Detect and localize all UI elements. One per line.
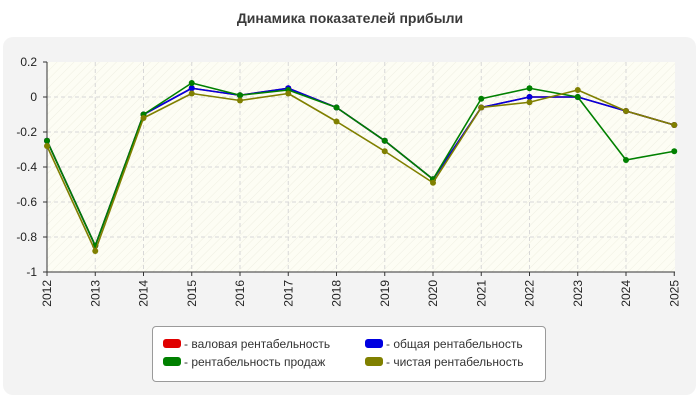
x-tick-label: 2019	[378, 280, 392, 307]
axes	[43, 61, 675, 276]
data-point-s1-3	[188, 85, 195, 92]
y-tick-label: 0	[30, 90, 37, 104]
x-tick-label: 2022	[523, 280, 537, 307]
data-point-s2-7	[381, 137, 388, 144]
y-tick-label: -0.8	[16, 230, 37, 244]
data-point-s3-11	[574, 87, 581, 93]
series-group	[44, 80, 678, 254]
data-point-s3-0	[44, 143, 50, 149]
y-tick-label: -1	[26, 265, 37, 279]
x-tick-label: 2024	[619, 280, 633, 307]
data-point-s3-7	[381, 148, 388, 155]
x-tick-label: 2015	[185, 280, 199, 307]
x-tick-labels: 2012 2013 2014 2015 2016 2017 2018 2019 2020 2021…	[40, 280, 681, 307]
data-point-s2-13	[671, 148, 678, 155]
x-tick-label: 2016	[233, 280, 247, 307]
data-point-s3-10	[526, 99, 533, 106]
data-point-s3-12	[623, 108, 629, 114]
data-point-s2-9	[478, 95, 485, 102]
legend-label-net: - чистая рентабельность	[386, 354, 524, 369]
x-tick-label: 2013	[88, 280, 102, 307]
x-tick-label: 2021	[474, 280, 488, 307]
data-point-s3-4	[237, 97, 243, 104]
legend-swatch-sales	[163, 357, 181, 367]
y-tick-label: -0.4	[16, 160, 37, 174]
data-point-s1-10	[526, 94, 533, 100]
chart-title: Динамика показателей прибыли	[236, 10, 464, 26]
y-tick-label: 0.2	[20, 55, 37, 69]
data-point-s2-4	[237, 92, 243, 99]
x-tick-label: 2012	[40, 280, 54, 307]
legend-label-total: - общая рентабельность	[386, 336, 523, 351]
y-tick-label: -0.2	[16, 125, 37, 139]
data-point-s3-5	[285, 90, 292, 97]
data-point-s2-11	[574, 94, 581, 100]
data-point-s3-9	[478, 104, 485, 111]
data-point-s3-1	[92, 248, 99, 254]
x-tick-label: 2017	[281, 280, 295, 307]
data-point-s2-0	[44, 137, 50, 144]
y-tick-label: -0.6	[16, 195, 37, 209]
x-tick-label: 2020	[426, 280, 440, 307]
data-point-s3-8	[430, 179, 436, 186]
data-point-s2-3	[188, 80, 195, 86]
legend: - валовая рентабельность - общая рентабе…	[152, 326, 546, 382]
legend-item-sales: - рентабельность продаж	[163, 354, 325, 370]
x-tick-label: 2018	[330, 280, 344, 307]
data-point-s3-2	[140, 115, 147, 121]
x-tick-label: 2025	[667, 280, 681, 307]
data-point-s3-6	[333, 118, 340, 125]
x-tick-label: 2023	[571, 280, 585, 307]
series-line-2	[46, 82, 675, 247]
y-tick-labels: 0.2 0 -0.2 -0.4 -0.6 -0.8 -1	[16, 55, 37, 279]
series-line-3	[46, 89, 675, 252]
legend-item-gross: - валовая рентабельность	[163, 336, 330, 352]
legend-label-sales: - рентабельность продаж	[184, 354, 326, 369]
data-point-s2-10	[526, 85, 533, 92]
data-point-s2-6	[333, 104, 340, 111]
data-point-s2-12	[623, 157, 629, 163]
data-point-s3-13	[671, 122, 678, 128]
legend-swatch-gross	[163, 339, 181, 349]
grid-lines	[47, 62, 675, 272]
legend-swatch-total	[365, 339, 383, 349]
legend-item-net: - чистая рентабельность	[365, 354, 523, 370]
legend-item-total: - общая рентабельность	[365, 336, 523, 352]
legend-label-gross: - валовая рентабельность	[184, 336, 331, 351]
data-point-s3-3	[188, 90, 195, 97]
x-tick-label: 2014	[137, 280, 151, 307]
legend-swatch-net	[365, 357, 383, 367]
